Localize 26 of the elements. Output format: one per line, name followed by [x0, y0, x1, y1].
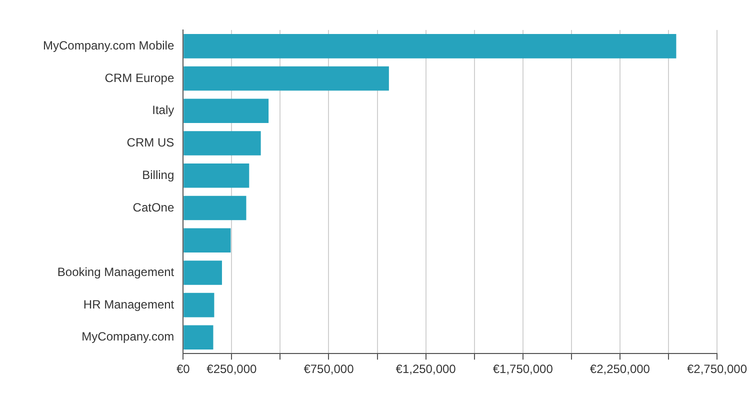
- bar: [184, 98, 269, 124]
- x-tick-label: €1,750,000: [492, 362, 554, 376]
- bar: [184, 66, 389, 91]
- y-tick-label: CatOne: [132, 200, 174, 214]
- y-tick-label: Italy: [152, 103, 174, 118]
- y-tick-label: CRM Europe: [104, 70, 174, 85]
- y-tick-label: MyCompany.com: [82, 330, 174, 344]
- y-tick-label: CRM US: [126, 136, 174, 150]
- x-tick-label: €250,000: [206, 362, 258, 376]
- y-tick-label: HR Management: [83, 297, 175, 312]
- bar: [184, 325, 214, 350]
- x-tick-label: €2,750,000: [686, 362, 748, 376]
- bar: [184, 292, 214, 318]
- x-tick-label: €2,250,000: [590, 362, 650, 376]
- bar: [184, 163, 250, 188]
- bar: [184, 196, 246, 220]
- x-tick-label: €0: [176, 362, 190, 376]
- y-tick-label: Booking Management: [57, 265, 175, 280]
- bar: [184, 228, 231, 252]
- bar: [184, 131, 261, 156]
- bar: [184, 34, 676, 58]
- x-tick-label: €750,000: [304, 362, 354, 376]
- bar: [184, 260, 222, 285]
- y-tick-label: MyCompany.com Mobile: [42, 38, 174, 52]
- y-tick-label: Billing: [142, 168, 174, 182]
- x-tick-label: €1,250,000: [396, 362, 456, 376]
